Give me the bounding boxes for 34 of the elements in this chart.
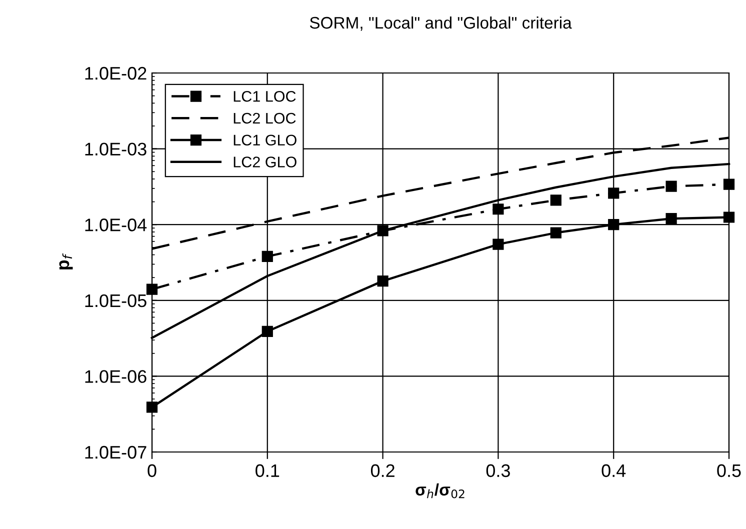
- legend-label: LC1 LOC: [234, 90, 296, 102]
- point: [666, 213, 677, 224]
- point: [492, 238, 504, 250]
- x-tick-label: 0.3: [486, 464, 510, 478]
- x-tick-label: 0: [148, 464, 156, 478]
- point: [146, 284, 158, 295]
- legend-label: LC1 GLO: [234, 134, 296, 146]
- legend-label: LC2 GLO: [234, 156, 296, 168]
- legend-label: LC2 LOC: [234, 112, 296, 124]
- y-tick-label: 1.0E-07: [85, 446, 146, 459]
- x-tick-label: 0.1: [256, 464, 280, 478]
- point: [608, 219, 620, 230]
- chart-title: SORM, "Local" and "Global" criteria: [310, 16, 572, 31]
- x-tick-label: 0.4: [602, 464, 626, 478]
- point: [550, 194, 562, 206]
- point: [723, 178, 735, 190]
- point: [550, 227, 562, 238]
- y-tick-label: 1.0E-05: [85, 294, 146, 308]
- point: [666, 180, 677, 192]
- y-tick-label: 1.0E-06: [85, 370, 146, 383]
- y-tick-label: 1.0E-03: [85, 142, 146, 156]
- x-tick-label: 0.5: [717, 464, 741, 478]
- x-axis-title: σ$_{h}$/σ$_{02}$: [416, 483, 464, 498]
- point: [608, 188, 620, 199]
- point: [377, 275, 388, 287]
- y-axis-title: p$_{f}$: [59, 253, 73, 270]
- point: [723, 212, 735, 223]
- point: [262, 250, 273, 262]
- point: [492, 204, 504, 215]
- x-tick-label: 0.2: [370, 464, 394, 478]
- point: [146, 402, 158, 413]
- y-tick-label: 1.0E-02: [85, 66, 146, 80]
- y-tick-label: 1.0E-04: [85, 218, 147, 232]
- point: [262, 326, 273, 337]
